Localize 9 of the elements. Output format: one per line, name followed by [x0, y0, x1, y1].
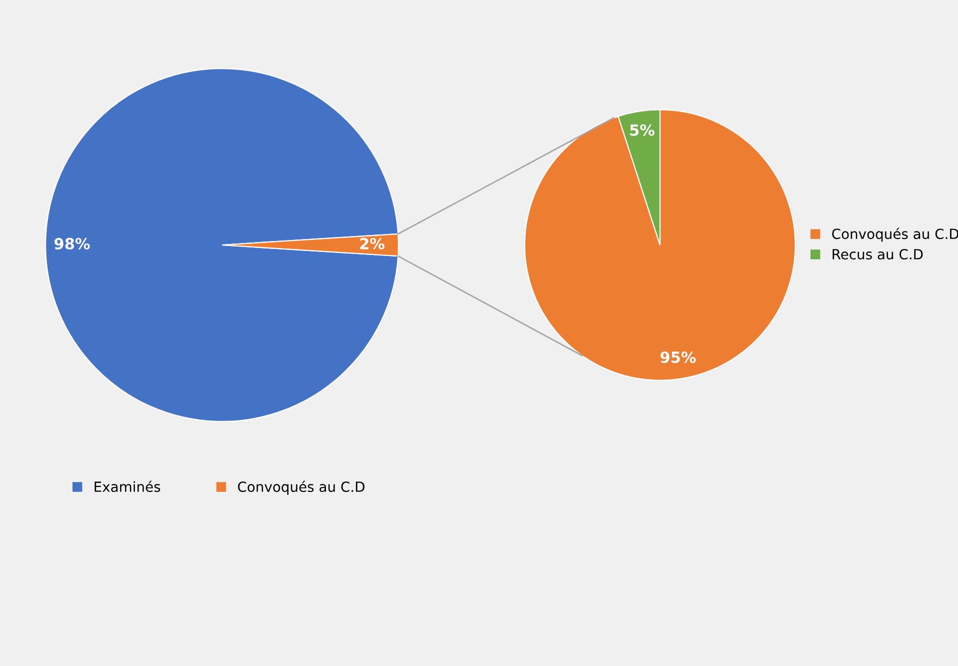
data-label: 5%: [630, 124, 654, 136]
data-label: 95%: [660, 351, 696, 364]
legend-label: Convoqués au C.D: [238, 480, 364, 495]
legend-label: Recus au C.D: [832, 248, 923, 260]
legend-label: Examinés: [94, 480, 160, 492]
data-label: 2%: [360, 238, 384, 250]
pie-slice: [44, 68, 399, 422]
pie-slice: [524, 109, 796, 381]
data-label: 98%: [54, 238, 90, 250]
